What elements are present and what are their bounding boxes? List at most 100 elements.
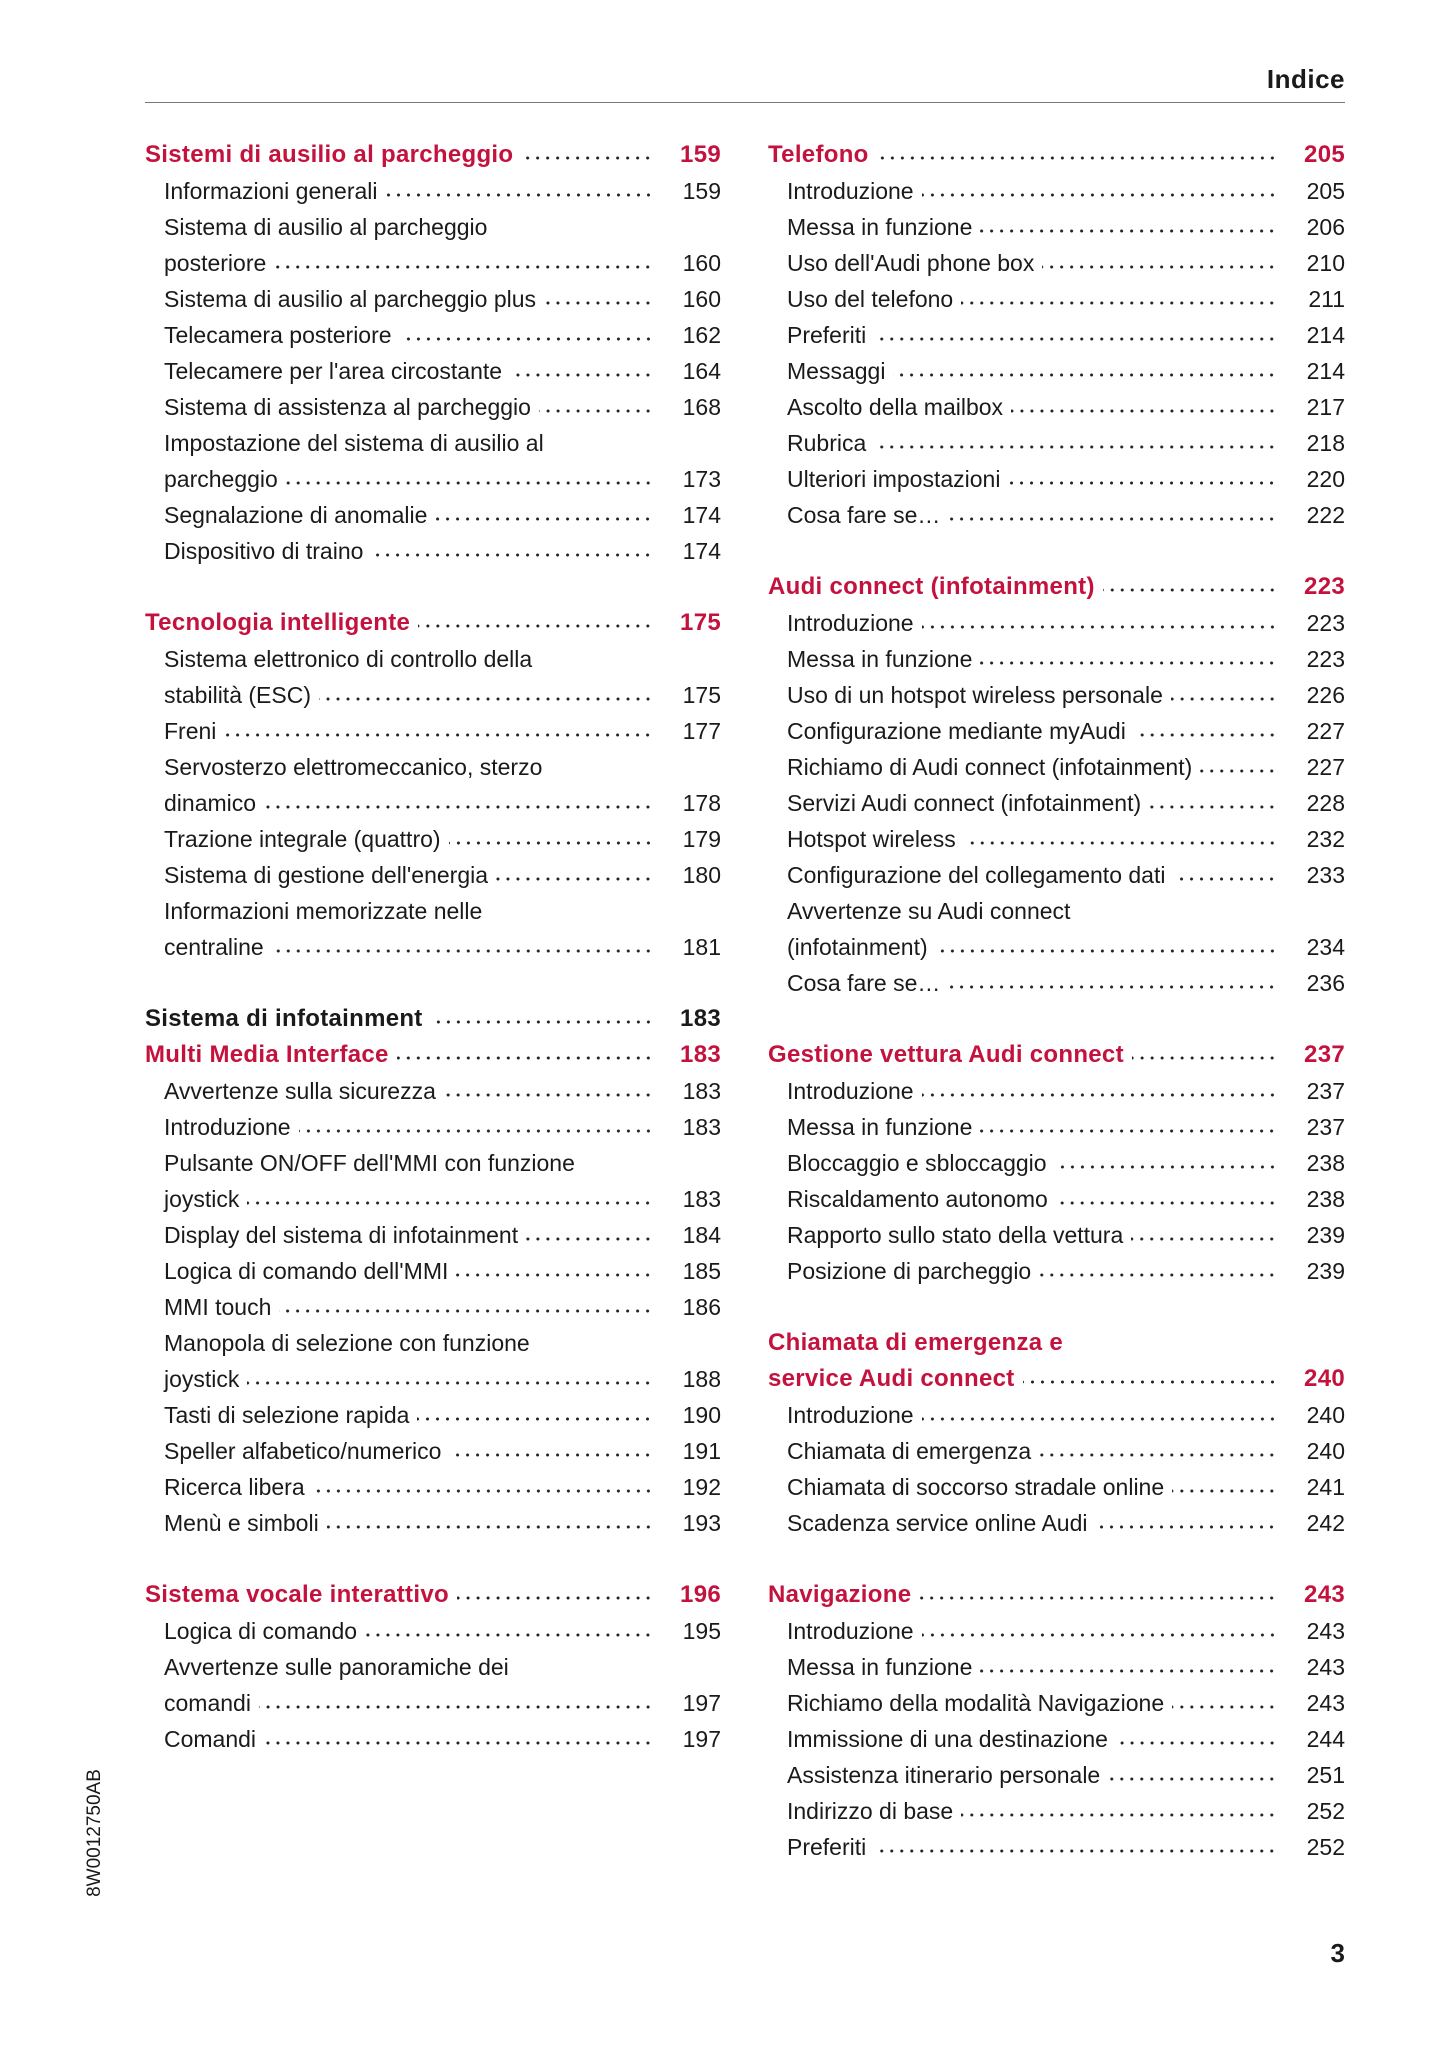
page-ref: 210	[1306, 250, 1345, 276]
toc-entry-text: Uso di un hotspot wireless personale	[787, 682, 1163, 708]
dot-leader	[417, 1415, 653, 1423]
page-ref: 174	[682, 502, 721, 528]
dot-leader	[921, 1091, 1277, 1099]
toc-section: Sistema vocale interattivo 196 Logica di c…	[145, 1577, 721, 1757]
page-ref: 226	[1306, 682, 1345, 708]
toc-entry: Telecamere per l'area circostante 164	[145, 353, 721, 389]
page-ref: 162	[682, 322, 721, 348]
toc-entry: Ulteriori impostazioni 220	[768, 461, 1345, 497]
toc-entry: dinamico 178	[145, 785, 721, 821]
dot-leader	[1200, 767, 1277, 775]
page-ref: 173	[682, 466, 721, 492]
page-ref: 237	[1304, 1041, 1345, 1068]
toc-entry-text: comandi	[164, 1690, 251, 1716]
toc-section: Sistema di infotainment 183	[145, 1001, 721, 1037]
page-ref: 174	[682, 538, 721, 564]
toc-entry-text: parcheggio	[164, 466, 278, 492]
page-ref: 184	[682, 1222, 721, 1248]
toc-entry: Uso di un hotspot wireless personale 226	[768, 677, 1345, 713]
dot-leader	[285, 479, 653, 487]
toc-entry: Richiamo di Audi connect (infotainment) 2…	[768, 749, 1345, 785]
dot-leader	[876, 154, 1277, 162]
toc-entry: posteriore 160	[145, 245, 721, 281]
dot-leader	[435, 515, 653, 523]
toc-entry-text: Introduzione	[787, 1402, 914, 1428]
page-ref: 191	[682, 1438, 721, 1464]
toc-entry-text: Servizi Audi connect (infotainment)	[787, 790, 1142, 816]
dot-leader	[264, 803, 653, 811]
dot-leader	[224, 731, 653, 739]
toc-entry: Tasti di selezione rapida 190	[145, 1397, 721, 1433]
section-title: Sistema di infotainment 183	[145, 1001, 721, 1037]
page-ref: 243	[1304, 1581, 1345, 1608]
toc-entry-text: Introduzione	[787, 1618, 914, 1644]
page-ref: 220	[1306, 466, 1345, 492]
toc-entry-text: Avvertenze sulle panoramiche dei	[164, 1654, 509, 1680]
page-ref: 180	[682, 862, 721, 888]
dot-leader	[1102, 586, 1277, 594]
toc-entry: Configurazione del collegamento dati 233	[768, 857, 1345, 893]
dot-leader	[326, 1523, 653, 1531]
toc-entry: MMI touch 186	[145, 1289, 721, 1325]
section-title: Multi Media Interface 183	[145, 1037, 721, 1073]
toc-entry: Sistema di ausilio al parcheggio plus 160	[145, 281, 721, 317]
toc-column: Sistemi di ausilio al parcheggio 159 Infor…	[145, 137, 721, 1757]
toc-entry-text: Avvertenze su Audi connect	[787, 898, 1071, 924]
section-title-text: Telefono	[768, 141, 869, 168]
page-ref: 186	[682, 1294, 721, 1320]
toc-entry-text: Segnalazione di anomalie	[164, 502, 428, 528]
dot-leader	[365, 1631, 653, 1639]
dot-leader	[521, 154, 653, 162]
dot-leader	[921, 191, 1277, 199]
page-ref: 243	[1306, 1654, 1345, 1680]
dot-leader	[312, 1487, 653, 1495]
toc-entry-text: Manopola di selezione con funzione	[164, 1330, 530, 1356]
section-title: Gestione vettura Audi connect 237	[768, 1037, 1345, 1073]
page-ref: 237	[1306, 1078, 1345, 1104]
section-title: service Audi connect 240	[768, 1361, 1345, 1397]
dot-leader	[247, 1199, 653, 1207]
toc-entry-text: Logica di comando dell'MMI	[164, 1258, 449, 1284]
page-ref: 227	[1306, 718, 1345, 744]
section-title: Tecnologia intelligente 175	[145, 605, 721, 641]
toc-entry: Ascolto della mailbox 217	[768, 389, 1345, 425]
toc-entry: Cosa fare se… 222	[768, 497, 1345, 533]
toc-section: Tecnologia intelligente 175 Sistema elettr…	[145, 605, 721, 965]
dot-leader	[1149, 803, 1277, 811]
dot-leader	[1039, 1451, 1277, 1459]
toc-entry: Manopola di selezione con funzione	[145, 1325, 721, 1361]
page-ref: 251	[1306, 1762, 1345, 1788]
toc-entry: Messaggi 214	[768, 353, 1345, 389]
toc-entry: Bloccaggio e sbloccaggio 238	[768, 1145, 1345, 1181]
dot-leader	[1108, 1775, 1277, 1783]
dot-leader	[1131, 1054, 1277, 1062]
toc-entry: Introduzione 183	[145, 1109, 721, 1145]
section-title-text: Tecnologia intelligente	[145, 609, 411, 636]
toc-entry-text: joystick	[164, 1186, 240, 1212]
dot-leader	[980, 1667, 1277, 1675]
page-ref: 238	[1306, 1150, 1345, 1176]
toc-column: Telefono 205 Introduzione 205 Messa in funzi…	[768, 137, 1345, 1865]
page-ref: 160	[682, 250, 721, 276]
toc-entry: (infotainment) 234	[768, 929, 1345, 965]
toc-entry-text: (infotainment)	[787, 934, 928, 960]
section-title: Telefono 205	[768, 137, 1345, 173]
toc-entry-text: Assistenza itinerario personale	[787, 1762, 1101, 1788]
dot-leader	[1172, 1487, 1277, 1495]
dot-leader	[1131, 1235, 1277, 1243]
toc-entry: Speller alfabetico/numerico 191	[145, 1433, 721, 1469]
dot-leader	[271, 947, 653, 955]
toc-entry: Sistema di gestione dell'energia 180	[145, 857, 721, 893]
side-code: 8W0012750AB	[84, 1769, 105, 1897]
section-title-text: Sistema di infotainment	[145, 1005, 423, 1032]
toc-entry-text: Configurazione del collegamento dati	[787, 862, 1166, 888]
toc-entry-text: Display del sistema di infotainment	[164, 1222, 519, 1248]
toc-entry-text: Ascolto della mailbox	[787, 394, 1004, 420]
toc-section: Chiamata di emergenza e service Audi conn…	[768, 1325, 1345, 1541]
toc-entry: Segnalazione di anomalie 174	[145, 497, 721, 533]
dot-leader	[921, 623, 1277, 631]
toc-entry-text: Hotspot wireless	[787, 826, 956, 852]
toc-entry: Messa in funzione 243	[768, 1649, 1345, 1685]
page-ref: 233	[1306, 862, 1345, 888]
toc-entry: Immissione di una destinazione 244	[768, 1721, 1345, 1757]
